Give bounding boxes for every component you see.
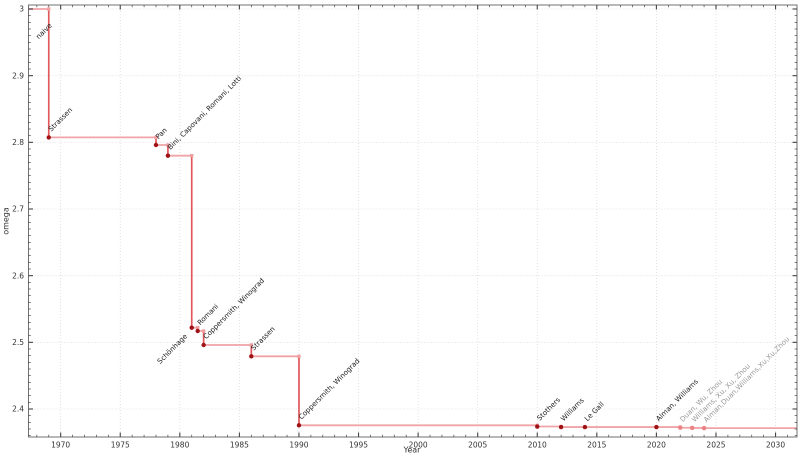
y-tick-label: 2.6 xyxy=(12,271,24,280)
x-tick-label: 1980 xyxy=(170,441,189,450)
data-point-marker xyxy=(558,424,564,430)
x-tick-label: 2000 xyxy=(409,441,428,450)
point-label: Le Gall xyxy=(583,400,606,423)
point-label: Stothers xyxy=(536,396,563,423)
y-tick-label: 3 xyxy=(19,5,24,14)
x-tick-label: 2010 xyxy=(528,441,547,450)
data-point-marker xyxy=(46,135,51,140)
data-point-marker xyxy=(689,425,695,431)
plot-border xyxy=(28,4,798,438)
point-label: Strassen xyxy=(250,325,277,352)
point-label: naive xyxy=(35,22,54,41)
data-point-marker xyxy=(201,342,206,348)
data-point-marker xyxy=(296,423,302,428)
x-tick-label: 1985 xyxy=(230,441,249,450)
x-tick-label: 1975 xyxy=(111,441,130,450)
data-point-marker xyxy=(153,142,159,148)
x-tick-label: 2030 xyxy=(766,441,785,450)
point-label: Pan xyxy=(154,126,169,141)
x-tick-label: 1995 xyxy=(349,441,368,450)
x-tick-label: 2025 xyxy=(706,441,725,450)
series-layer xyxy=(28,7,797,431)
data-point-marker xyxy=(165,153,171,158)
point-label: Coppersmith, Winograd xyxy=(297,357,361,421)
x-tick-label: 1970 xyxy=(51,441,70,450)
data-point-marker xyxy=(189,325,194,330)
data-point-marker xyxy=(195,328,200,334)
step-corner-marker xyxy=(166,143,170,147)
step-corner-marker xyxy=(195,325,200,330)
data-point-marker xyxy=(582,424,588,430)
data-point-marker xyxy=(678,425,683,430)
data-point-marker xyxy=(535,424,540,429)
axes-layer: 1970 1975 1980 1985 1990 1995 2000 2005 2010 2015… xyxy=(12,4,798,450)
omega-step-line xyxy=(28,8,797,430)
step-corner-marker xyxy=(201,329,206,333)
step-corner-marker xyxy=(297,354,301,359)
x-tick-label: 1990 xyxy=(289,441,308,450)
y-tick-label: 2.7 xyxy=(12,205,24,214)
x-tick-label: 2015 xyxy=(587,441,606,450)
step-corner-marker xyxy=(249,343,254,347)
data-point-marker xyxy=(701,425,707,431)
y-tick-label: 2.5 xyxy=(12,338,24,347)
data-point-marker xyxy=(654,424,659,430)
x-tick-label: 2020 xyxy=(647,441,666,450)
x-axis-label: Year xyxy=(403,446,422,455)
grid-layer xyxy=(28,5,797,437)
data-point-marker xyxy=(249,354,254,359)
y-tick-label: 2.9 xyxy=(12,71,24,80)
point-label: Bini, Capovani, Romani, Lotti xyxy=(166,74,243,151)
x-tick-label: 2005 xyxy=(468,441,487,450)
y-axis-label: omega xyxy=(2,207,11,235)
step-corner-marker xyxy=(190,153,194,158)
point-label: Schönhage xyxy=(156,332,189,365)
y-tick-label: 2.4 xyxy=(12,405,24,414)
point-label: Williams, Xu, Xu, Zhou xyxy=(690,362,752,424)
step-corner-marker xyxy=(154,135,158,140)
step-corner-marker xyxy=(47,7,51,11)
y-tick-label: 2.8 xyxy=(12,138,24,147)
point-label: Williams xyxy=(559,396,586,423)
